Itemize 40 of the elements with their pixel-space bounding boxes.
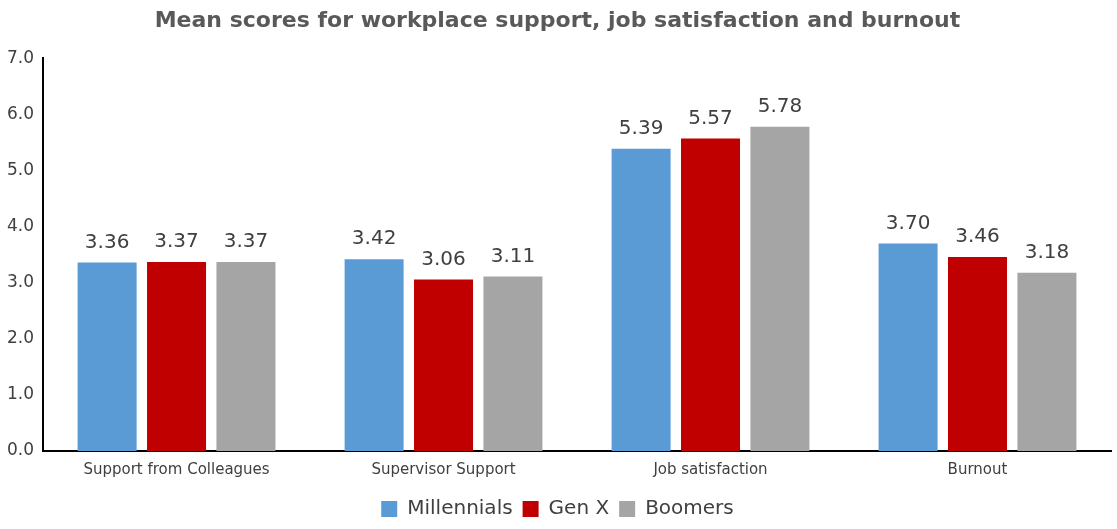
legend-label: Gen X — [548, 495, 610, 520]
x-tick-label: Job satisfaction — [652, 459, 768, 478]
x-tick-label: Support from Colleagues — [83, 459, 270, 478]
data-label: 3.06 — [421, 245, 466, 270]
bar — [483, 276, 543, 451]
bar — [681, 138, 741, 451]
legend-label: Millennials — [407, 495, 513, 520]
data-label: 3.46 — [955, 223, 1000, 248]
bar — [344, 259, 404, 451]
y-tick-label: 4.0 — [6, 215, 35, 236]
y-tick-label: 2.0 — [6, 327, 35, 348]
y-tick-label: 3.0 — [6, 271, 35, 292]
data-label: 3.37 — [223, 228, 269, 253]
bar — [216, 261, 276, 451]
bar — [878, 243, 938, 451]
data-label: 5.57 — [688, 104, 733, 129]
data-label: 5.39 — [618, 114, 664, 139]
y-tick-label: 0.0 — [6, 439, 35, 460]
data-label: 3.37 — [154, 228, 199, 253]
bar — [611, 148, 671, 451]
x-tick-label: Supervisor Support — [371, 459, 516, 478]
data-label: 3.18 — [1024, 238, 1070, 263]
data-label: 5.78 — [757, 93, 803, 118]
y-tick-label: 1.0 — [6, 383, 35, 404]
data-label: 3.70 — [885, 209, 931, 234]
bar — [414, 279, 474, 451]
bar — [77, 262, 137, 451]
x-tick-label: Burnout — [947, 459, 1008, 478]
bar — [750, 126, 810, 451]
bar — [1017, 272, 1077, 451]
data-label: 3.36 — [84, 228, 130, 253]
y-tick-label: 5.0 — [6, 158, 35, 179]
y-tick-label: 6.0 — [6, 102, 35, 123]
bar — [147, 261, 207, 451]
legend-label: Boomers — [645, 495, 734, 520]
chart-title: Mean scores for workplace support, job satisfaction and burnout — [154, 6, 961, 32]
data-label: 3.42 — [351, 225, 397, 250]
data-label: 3.11 — [490, 242, 536, 267]
bar — [948, 256, 1008, 451]
y-tick-label: 7.0 — [6, 46, 35, 67]
